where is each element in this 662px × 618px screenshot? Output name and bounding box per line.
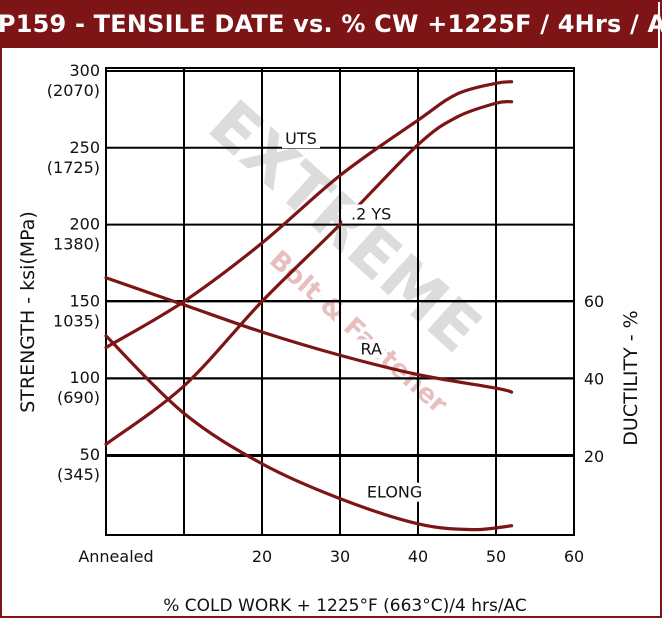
- y-left-tick-mpa: 1035): [53, 311, 100, 330]
- y-right-tick-label: 20: [584, 447, 604, 466]
- y-left-tick-ksi: 250: [69, 138, 100, 157]
- x-axis-title: % COLD WORK + 1225°F (663°C)/4 hrs/AC: [163, 596, 527, 616]
- y-right-tick-label: 40: [584, 370, 604, 389]
- y-left-tick-ksi: 100: [69, 368, 100, 387]
- series-label-bg: [342, 204, 401, 224]
- series-label: RA: [360, 339, 381, 358]
- y-left-tick-ksi: 300: [69, 61, 100, 80]
- y-left-tick-mpa: (690): [57, 388, 100, 407]
- x-tick-label: 30: [330, 547, 350, 566]
- y-axis-left-title: STRENGTH - ksi(MPa): [17, 211, 39, 413]
- y-right-tick-label: 60: [584, 292, 604, 311]
- x-tick-label: Annealed: [78, 547, 153, 566]
- y-left-tick-ksi: 50: [80, 445, 100, 464]
- series-label-bg: [357, 339, 386, 359]
- curves: UTS .2 YS RA ELONG: [104, 80, 514, 532]
- series-label-bg: [282, 129, 320, 149]
- y-left-tick-ksi: 150: [69, 291, 100, 310]
- y-left-tick-ksi: 200: [69, 215, 100, 234]
- chart-title: MP159 - TENSILE DATE vs. % CW +1225F / 4…: [0, 0, 662, 48]
- x-tick-label: 50: [486, 547, 506, 566]
- watermark: EXTREME Bolt & Fastener: [194, 87, 494, 420]
- x-tick-label: 40: [408, 547, 428, 566]
- series-label-bg: [365, 482, 424, 502]
- y-left-tick-mpa: (1725): [47, 158, 100, 177]
- series-label: ELONG: [367, 483, 422, 502]
- y-left-tick-mpa: (2070): [47, 81, 100, 100]
- y-axis-right-title: DUCTILITY - %: [620, 310, 642, 445]
- y-left-tick-mpa: 1380): [53, 235, 100, 254]
- y-left-tick-mpa: (345): [57, 465, 100, 484]
- x-tick-label: 20: [252, 547, 272, 566]
- series-label: .2 YS: [351, 204, 391, 223]
- series-line: [104, 80, 514, 350]
- series-line: [104, 334, 514, 532]
- x-tick-label: 60: [564, 547, 584, 566]
- series-label: UTS: [285, 129, 317, 148]
- series-line: [104, 276, 514, 394]
- axis-labels: Annealed 20 30 40 50 60300(2070)250(1725)2001…: [47, 61, 604, 566]
